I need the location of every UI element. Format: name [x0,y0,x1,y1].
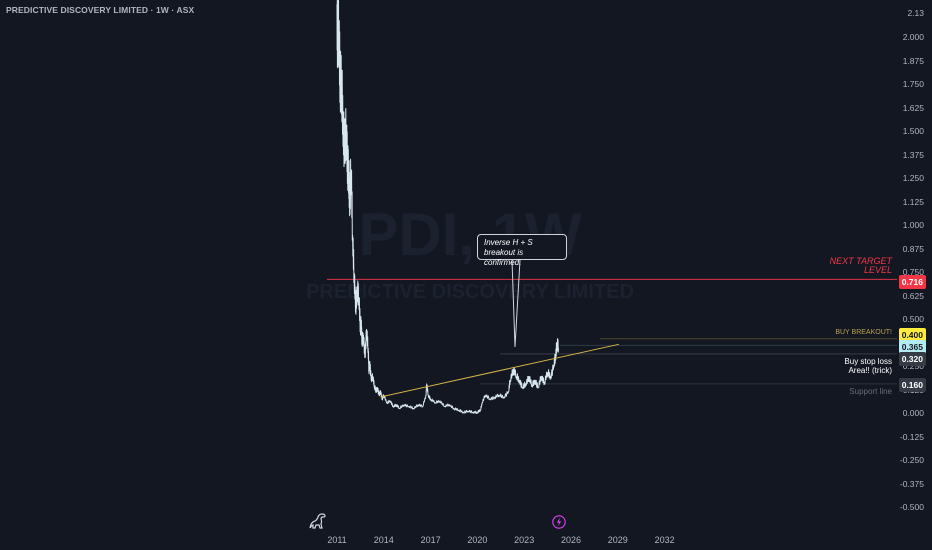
x-tick-label: 2014 [373,535,394,545]
buy-breakout-label: BUY BREAKOUT! [835,329,892,336]
trendline[interactable] [380,343,619,398]
current-price-tag: 0.365 [898,340,926,354]
y-tick-label: 1.000 [902,220,924,230]
y-tick-label: -0.375 [899,478,924,489]
y-tick-label: 2.000 [902,32,924,42]
y-tick-label: -0.250 [899,455,924,465]
target-price-tag: 0.716 [898,275,926,289]
callout-pointer [511,259,521,348]
watermark-subtitle: PREDICTIVE DISCOVERY LIMITED [306,281,634,303]
y-tick-label: 0.500 [902,314,924,324]
x-tick-label: 2026 [560,535,582,545]
y-tick-label: 0.250 [902,361,924,371]
y-tick-label: 1.625 [902,102,924,113]
buy-price-tag: 0.400 [898,328,926,342]
y-tick-label: -0.125 [899,431,924,442]
y-tick-label: 1.250 [902,173,924,183]
callout-line1: Inverse H + S [484,238,533,247]
y-tick-label: 0.000 [902,408,924,418]
callout-box[interactable]: Inverse H + S breakout is confirmed. [477,234,567,267]
callout-arrow [511,259,521,348]
y-tick-label: 1.375 [902,149,924,160]
neckline-trendline[interactable] [380,343,619,398]
next-target-line1: NEXT TARGET [829,256,892,266]
level-lines [327,278,897,385]
chart-title: PREDICTIVE DISCOVERY LIMITED · 1W · ASX [6,5,195,15]
lightning-icon[interactable] [552,515,566,529]
stop-loss-line1: Buy stop loss [844,357,892,366]
x-tick-label: 2023 [514,535,535,545]
next-target-label: NEXT TARGET LEVEL [830,257,892,275]
y-tick-label: 1.500 [902,126,924,136]
price-series [336,0,559,414]
x-tick-label: 2032 [654,535,675,545]
price-line[interactable] [336,0,559,414]
stop-loss-line2: Area!! (trick) [848,366,892,375]
y-tick-label: 1.750 [902,79,924,89]
y-tick-label: 1.875 [902,55,924,66]
y-tick-label: 0.625 [902,290,924,301]
x-tick-label: 2029 [607,535,628,545]
callout-line2: breakout is confirmed. [484,248,524,267]
y-tick-label: 2.13 [907,7,924,18]
y-tick-label: 1.125 [902,196,924,207]
support-line-label: Support line [849,387,892,396]
y-tick-label: -0.500 [899,502,924,512]
x-tick-label: 2020 [467,535,488,545]
stop-price-tag: 0.320 [898,352,926,366]
support-price-tag: 0.160 [898,378,926,392]
next-target-line2: LEVEL [863,265,892,275]
y-tick-label: 0.750 [902,267,924,277]
y-tick-label: 0.875 [902,243,924,254]
x-tick-label: 2017 [420,535,441,545]
x-tick-label: 2011 [327,535,347,545]
stop-loss-label: Buy stop loss Area!! (trick) [844,357,892,375]
dinosaur-icon[interactable] [308,512,328,530]
